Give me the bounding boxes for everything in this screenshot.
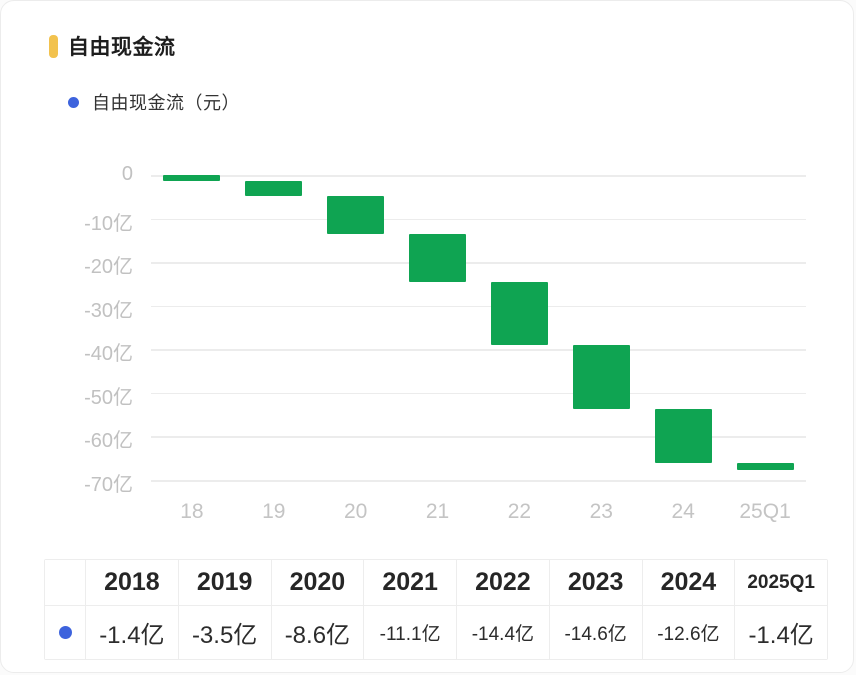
legend-dot-icon: [68, 96, 79, 108]
y-tick-label: -30亿: [84, 299, 133, 322]
gridline--50亿: [151, 392, 806, 395]
y-tick-label: -70亿: [84, 474, 133, 496]
gridline-0: [151, 175, 806, 177]
table-value-2022: -14.4亿: [457, 606, 549, 659]
gridline--20亿: [151, 262, 806, 264]
x-tick-label-25Q1: 25Q1: [739, 500, 791, 523]
table-value-2020: -8.6亿: [271, 606, 364, 659]
section-header: 自由现金流: [49, 31, 176, 61]
table-header-2025Q1: 2025Q1: [735, 560, 827, 605]
y-tick-label: -60亿: [84, 430, 133, 453]
table-value-2018: -1.4亿: [86, 606, 178, 659]
gridline--10亿: [151, 218, 806, 221]
bar-22: [490, 282, 548, 345]
table-header-2018: 2018: [86, 560, 178, 605]
gridline--40亿: [151, 349, 806, 351]
bar-24: [654, 408, 712, 464]
gridline--30亿: [151, 305, 806, 308]
table-header-2020: 2020: [271, 560, 364, 605]
bar-19: [245, 181, 303, 197]
table-value-2019: -3.5亿: [178, 606, 271, 659]
table-value-2023: -14.6亿: [549, 606, 642, 659]
table-header-2019: 2019: [178, 560, 271, 605]
bar-23: [572, 344, 630, 409]
table-corner-cell: [45, 560, 85, 605]
chart-legend: 自由现金流（元）: [68, 89, 240, 115]
table-value-2021: -11.1亿: [364, 606, 456, 659]
y-tick-label: -10亿: [84, 212, 133, 235]
legend-label: 自由现金流（元）: [92, 93, 240, 113]
waterfall-chart: 0 -10亿 -20亿 -30亿 -40亿 -50亿 -60亿 -70亿 18 19 20 21 22…: [1, 1, 853, 541]
table-value-2024: -12.6亿: [642, 606, 735, 659]
bar-20: [327, 196, 385, 234]
page-title: 自由现金流: [68, 36, 176, 59]
y-tick-label: -40亿: [84, 343, 133, 366]
x-tick-label-24: 24: [671, 500, 695, 523]
data-table: 2018 2019 2020 2021 2022 2023 2024 2025Q1 -1.4亿 -…: [44, 559, 828, 660]
bar-25Q1: [736, 463, 794, 470]
series-dot-icon: [58, 626, 72, 639]
table-series-dot-cell: [45, 606, 85, 659]
table-header-2022: 2022: [457, 560, 549, 605]
gridline--70亿: [151, 480, 806, 482]
x-tick-label-22: 22: [507, 500, 532, 523]
x-tick-label-23: 23: [589, 500, 613, 523]
y-tick-label: 0: [121, 163, 133, 185]
x-tick-label-21: 21: [425, 500, 450, 523]
y-tick-label: -20亿: [84, 256, 133, 279]
table-header-2023: 2023: [549, 560, 642, 605]
bar-21: [409, 233, 467, 283]
y-tick-label: -50亿: [84, 386, 133, 409]
table-header-2021: 2021: [364, 560, 456, 605]
title-accent-bar: [49, 34, 58, 58]
x-tick-label-18: 18: [180, 500, 204, 523]
x-tick-label-20: 20: [344, 500, 368, 523]
bar-18: [163, 175, 221, 182]
gridline--60亿: [151, 436, 806, 438]
table-value-2025Q1: -1.4亿: [735, 606, 827, 659]
table-header-2024: 2024: [642, 560, 735, 605]
x-tick-label-19: 19: [262, 500, 286, 523]
